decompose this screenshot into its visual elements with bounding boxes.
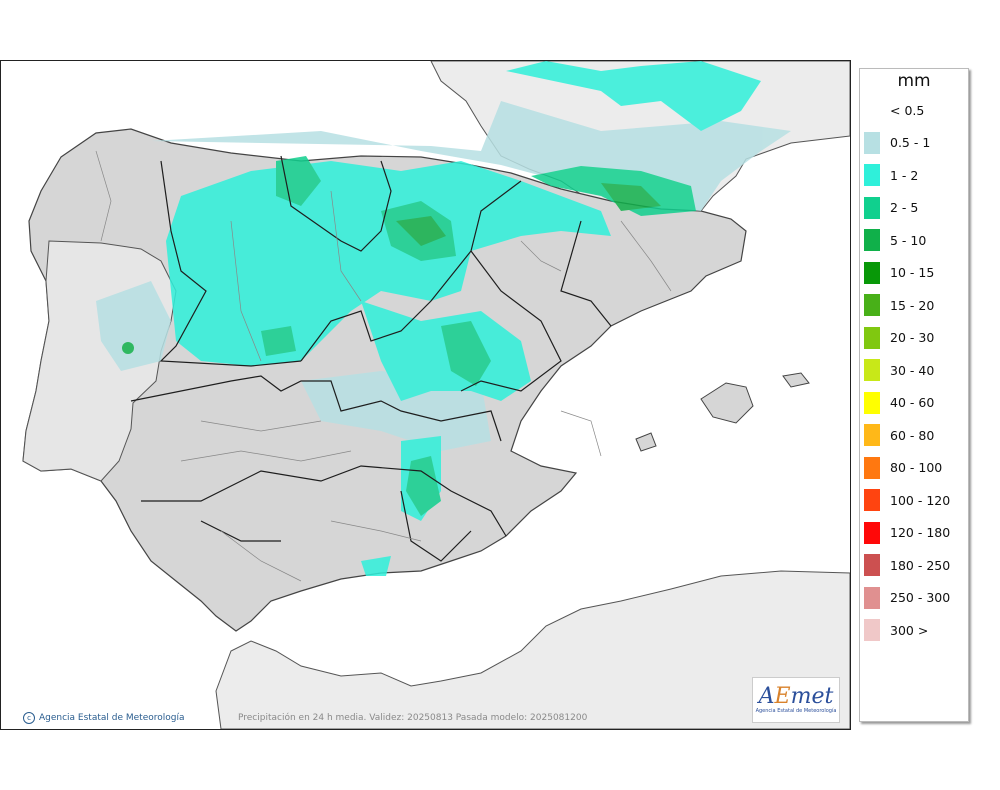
legend-swatch xyxy=(864,554,880,576)
legend-title: mm xyxy=(897,71,931,91)
legend-swatch xyxy=(864,294,880,316)
legend-item: 40 - 60 xyxy=(864,391,935,414)
africa-land xyxy=(215,570,850,729)
legend-label: 180 - 250 xyxy=(890,557,951,573)
legend-swatch xyxy=(864,521,880,544)
legend-label: 60 - 80 xyxy=(890,427,935,443)
legend-label: 30 - 40 xyxy=(890,362,935,378)
legend-swatch xyxy=(864,391,880,414)
legend-label: 120 - 180 xyxy=(890,525,951,540)
legend-item: 20 - 30 xyxy=(864,326,935,349)
aemet-logo: AEmet Agencia Estatal de Meteorología xyxy=(752,677,840,723)
legend-label: 0.5 - 1 xyxy=(890,135,931,150)
legend-label: 10 - 15 xyxy=(890,265,935,280)
legend-item: 10 - 15 xyxy=(864,261,935,284)
legend-item: 120 - 180 xyxy=(864,521,951,544)
legend-item: 60 - 80 xyxy=(864,424,934,446)
legend-item: 30 - 40 xyxy=(864,359,934,381)
region-borders xyxy=(130,155,612,562)
logo-subtitle: Agencia Estatal de Meteorología xyxy=(755,708,837,714)
legend-item: 300 > xyxy=(864,619,928,641)
mallorca xyxy=(700,382,754,424)
precipitation-map[interactable]: c Agencia Estatal de Meteorología Precip… xyxy=(0,60,851,730)
legend-item: 100 - 120 xyxy=(864,489,950,511)
logo-letter-a: A xyxy=(758,684,775,709)
legend-swatch xyxy=(864,229,880,251)
legend-swatch xyxy=(864,359,880,381)
legend-swatch xyxy=(864,424,880,446)
legend-item: 180 - 250 xyxy=(864,554,950,576)
legend-label: 300 > xyxy=(890,622,929,638)
logo-letters-met: met xyxy=(790,684,834,709)
legend-swatch xyxy=(864,99,880,121)
copyright-icon: c xyxy=(23,712,35,724)
legend-label: 100 - 120 xyxy=(890,492,951,508)
legend-swatch xyxy=(864,196,880,219)
legend-label: 2 - 5 xyxy=(890,200,919,215)
legend-swatch xyxy=(864,131,880,154)
precip-layer xyxy=(96,61,791,576)
province-borders xyxy=(95,150,672,582)
legend-label: 250 - 300 xyxy=(890,590,951,605)
legend-item: 15 - 20 xyxy=(864,294,934,316)
logo-letter-e: E xyxy=(774,684,791,709)
legend-swatch xyxy=(864,164,880,186)
legend-label: 5 - 10 xyxy=(890,232,927,248)
legend-swatch xyxy=(864,261,880,284)
map-canvas[interactable] xyxy=(1,61,850,729)
legend-label: < 0.5 xyxy=(890,102,925,118)
legend-swatch xyxy=(864,619,880,641)
legend-swatch xyxy=(864,456,880,479)
legend-item: 2 - 5 xyxy=(864,196,919,219)
legend-panel: mm < 0.5 0.5 - 1 1 - 2 2 - 5 5 - 10 10 - 15 15… xyxy=(859,68,969,722)
legend-label: 1 - 2 xyxy=(890,167,919,183)
legend-item: 0.5 - 1 xyxy=(864,131,931,154)
legend-label: 80 - 100 xyxy=(890,460,943,475)
agency-credit: c Agencia Estatal de Meteorología xyxy=(23,712,185,724)
legend-label: 15 - 20 xyxy=(890,297,935,313)
legend-item: 250 - 300 xyxy=(864,586,951,609)
legend-item: 1 - 2 xyxy=(864,164,918,186)
legend-swatch xyxy=(864,586,880,609)
legend-label: 20 - 30 xyxy=(890,330,935,345)
legend-swatch xyxy=(864,489,880,511)
ibiza xyxy=(635,432,657,452)
menorca xyxy=(782,372,810,388)
validity-caption: Precipitación en 24 h media. Validez: 20… xyxy=(238,713,588,723)
legend-label: 40 - 60 xyxy=(890,395,935,410)
legend-item: < 0.5 xyxy=(864,99,924,121)
legend-swatch xyxy=(864,326,880,349)
legend-item: 5 - 10 xyxy=(864,229,926,251)
legend-item: 80 - 100 xyxy=(864,456,943,479)
credit-text: Agencia Estatal de Meteorología xyxy=(39,713,185,723)
